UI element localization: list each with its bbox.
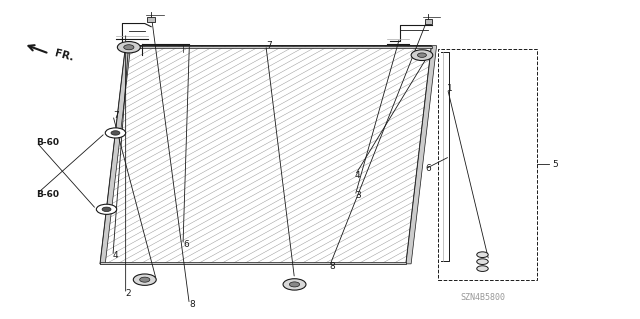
Circle shape: [102, 207, 111, 211]
Circle shape: [477, 266, 488, 271]
Circle shape: [97, 204, 116, 214]
Polygon shape: [100, 262, 406, 264]
Text: 6: 6: [425, 165, 431, 174]
Polygon shape: [100, 46, 131, 264]
Circle shape: [289, 282, 300, 287]
Text: 7: 7: [266, 41, 271, 49]
Circle shape: [117, 41, 140, 53]
Text: 1: 1: [447, 84, 453, 93]
Text: B-60: B-60: [36, 190, 60, 199]
Text: 8: 8: [189, 300, 195, 309]
Circle shape: [477, 259, 488, 264]
Text: 8: 8: [330, 262, 335, 271]
Bar: [438, 49, 537, 280]
Text: 7: 7: [113, 111, 118, 120]
Text: 6: 6: [183, 241, 189, 249]
Circle shape: [133, 274, 156, 286]
Circle shape: [411, 50, 433, 61]
Circle shape: [140, 277, 150, 282]
Text: 3: 3: [355, 191, 361, 200]
Circle shape: [283, 279, 306, 290]
Text: 5: 5: [552, 160, 558, 169]
Text: SZN4B5800: SZN4B5800: [460, 293, 505, 301]
Circle shape: [124, 45, 134, 50]
Bar: [424, 19, 432, 24]
Text: 4: 4: [113, 251, 118, 260]
Text: 2: 2: [125, 289, 131, 298]
Polygon shape: [406, 46, 436, 264]
Circle shape: [477, 252, 488, 257]
Text: B-60: B-60: [36, 137, 60, 147]
Circle shape: [111, 131, 120, 135]
Text: FR.: FR.: [54, 48, 75, 63]
Text: 4: 4: [355, 171, 361, 180]
Circle shape: [105, 128, 125, 138]
Circle shape: [417, 53, 426, 57]
Polygon shape: [125, 46, 431, 48]
Bar: [147, 17, 155, 22]
